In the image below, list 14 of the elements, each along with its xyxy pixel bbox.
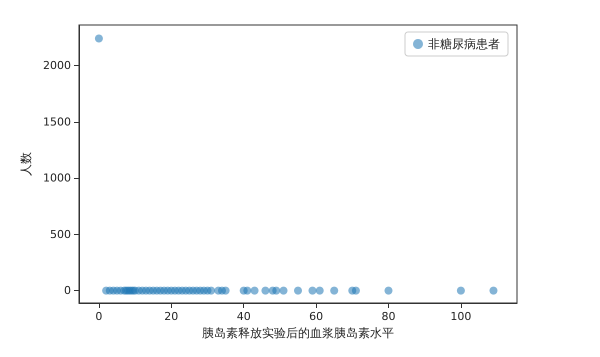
y-axis-title: 人数 — [19, 152, 34, 176]
legend-label: 非糖尿病患者 — [428, 37, 500, 51]
y-tick-label: 500 — [50, 228, 71, 241]
x-tick-label: 0 — [95, 310, 102, 323]
x-tick-label: 60 — [309, 310, 324, 323]
y-tick-label: 2000 — [43, 59, 71, 72]
x-tick-label: 80 — [381, 310, 396, 323]
x-tick-label: 40 — [236, 310, 251, 323]
x-axis-title: 胰岛素释放实验后的血浆胰岛素水平 — [202, 326, 394, 340]
y-tick-label: 1500 — [43, 115, 71, 128]
y-tick-label: 1000 — [43, 172, 71, 185]
x-tick-label: 100 — [450, 310, 472, 323]
y-tick-label: 0 — [64, 284, 71, 298]
x-tick-label: 20 — [164, 310, 178, 323]
